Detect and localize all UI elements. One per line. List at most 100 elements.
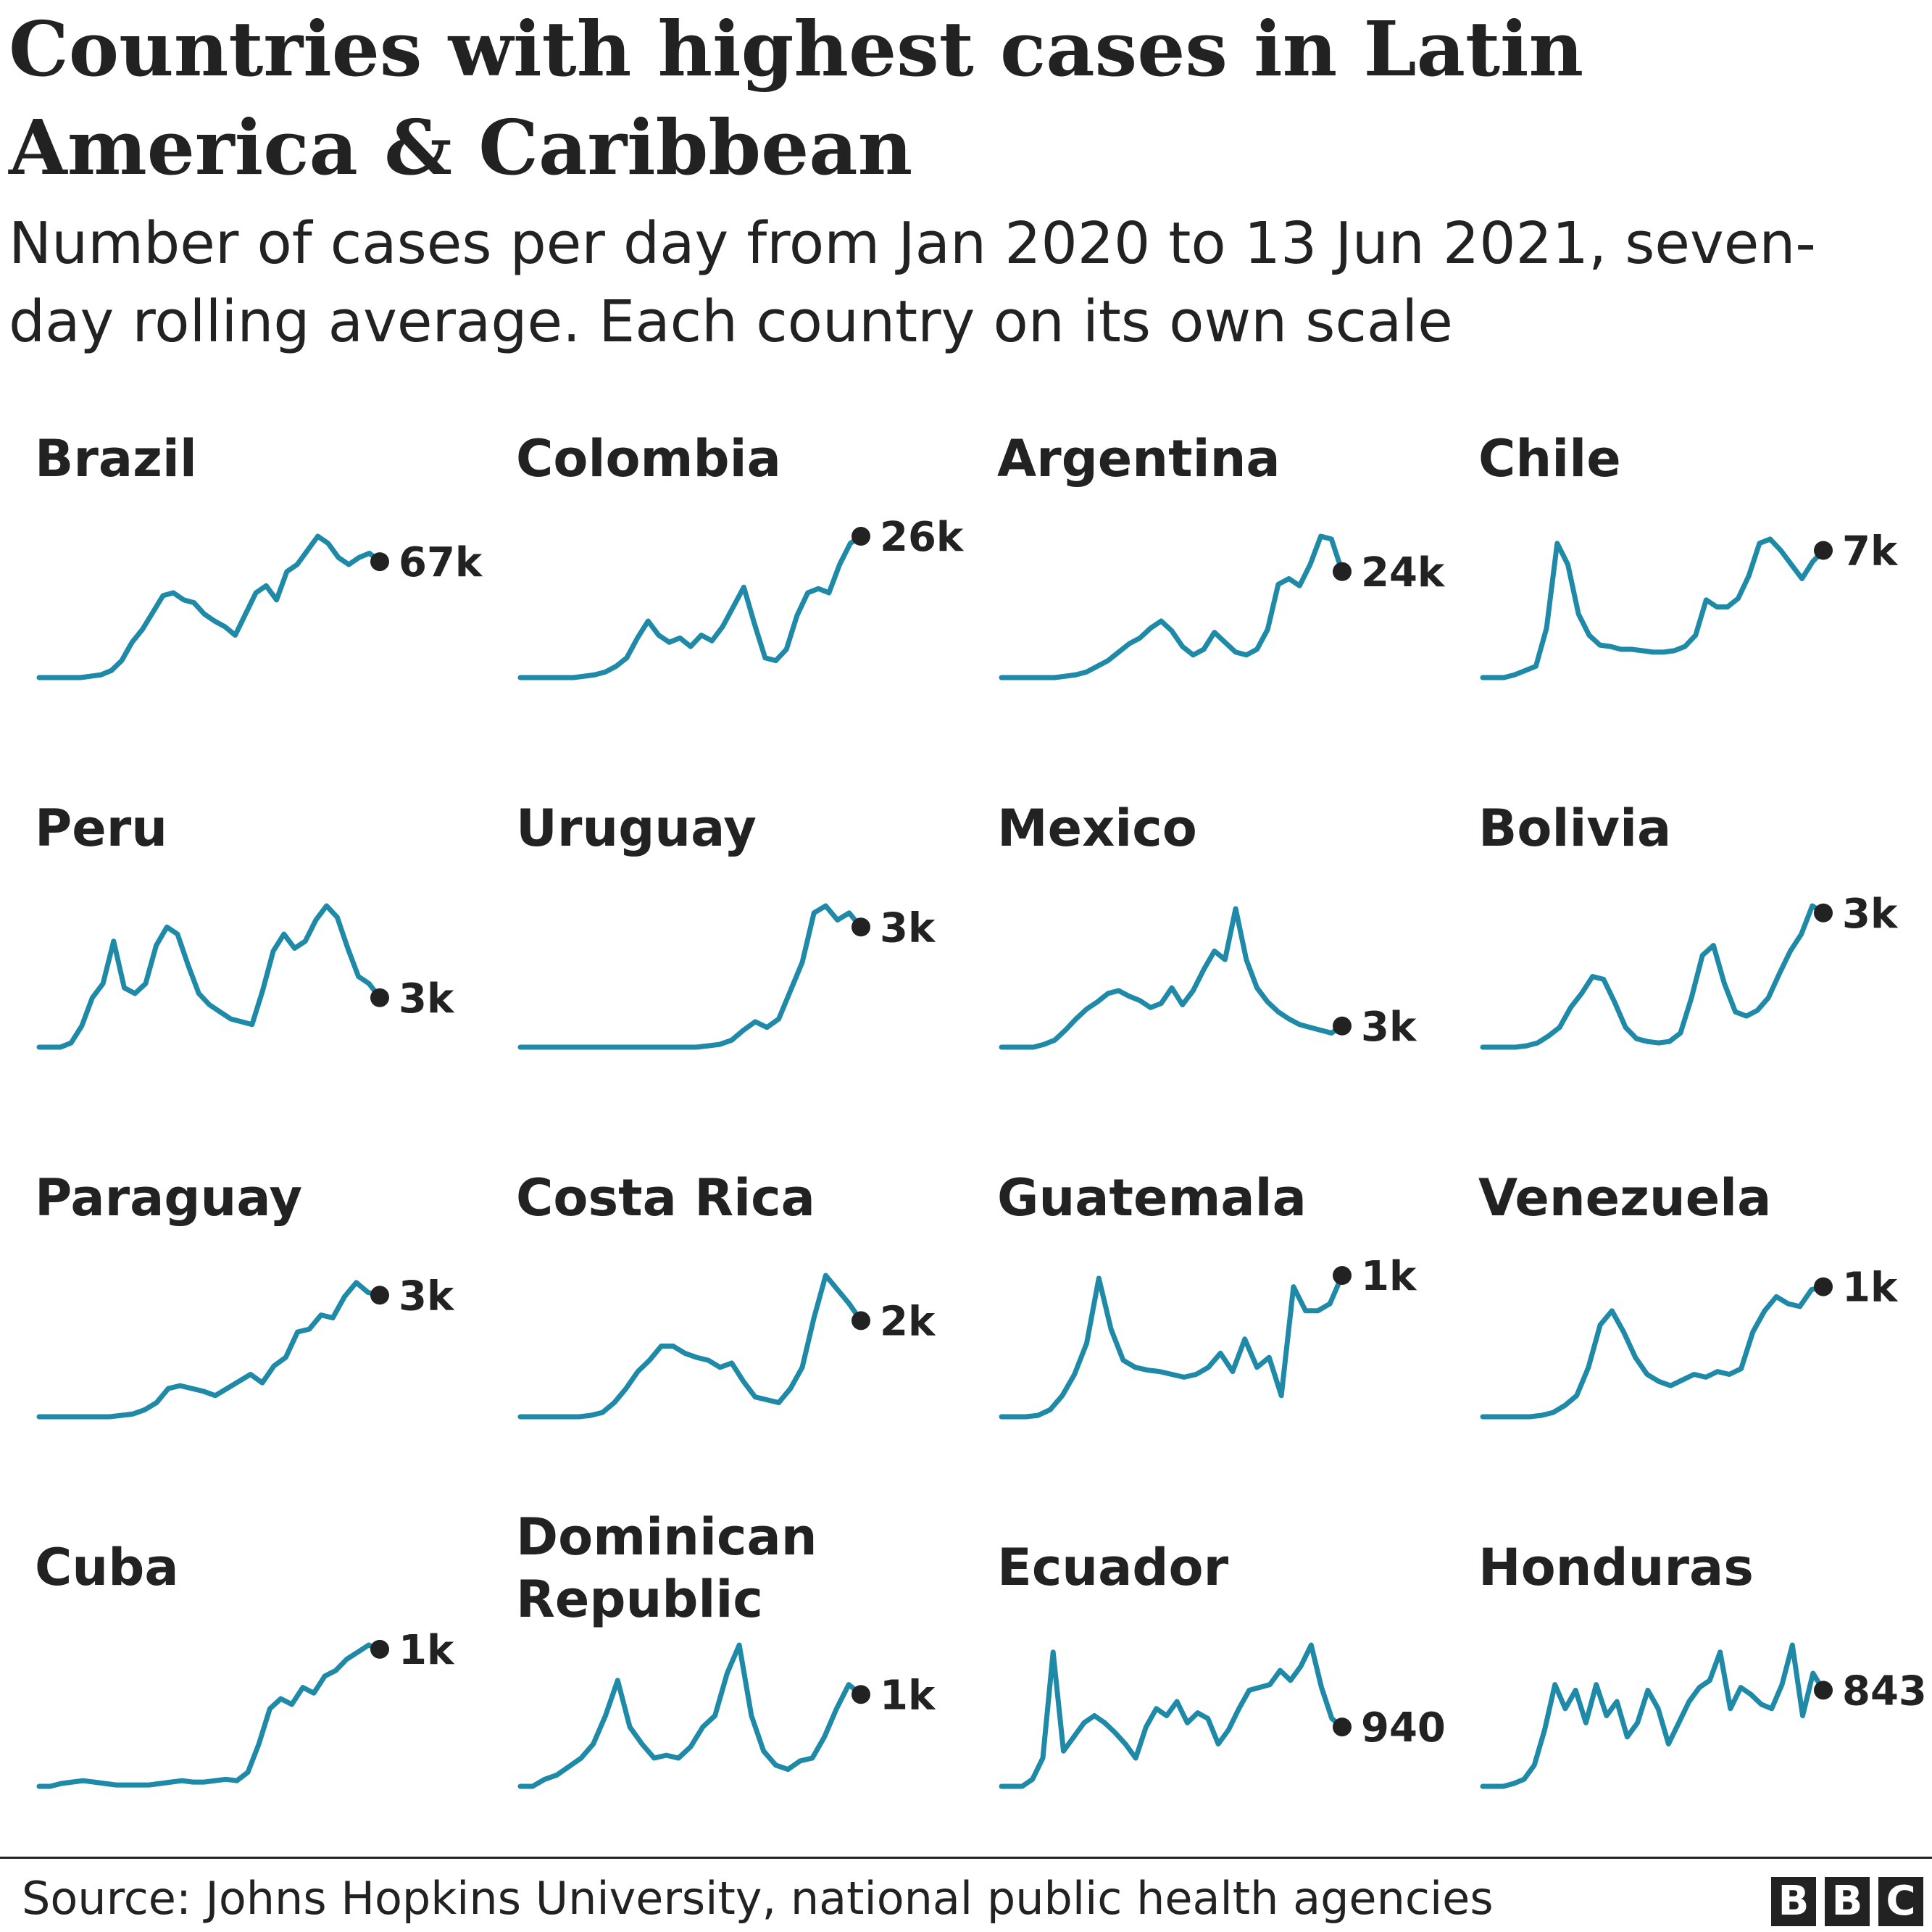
panel-title-brazil: Brazil <box>35 429 197 488</box>
end-label-dominican-republic: 1k <box>880 1672 936 1719</box>
end-dot-dominican-republic <box>852 1685 870 1704</box>
end-dot-bolivia <box>1814 903 1833 923</box>
end-label-costa-rica: 2k <box>880 1298 936 1345</box>
series-line-cuba <box>36 1642 383 1789</box>
logo-letter-b2: B <box>1825 1877 1870 1926</box>
end-label-peru: 3k <box>399 975 455 1023</box>
end-dot-honduras <box>1814 1681 1833 1700</box>
series-line-venezuela <box>1480 1284 1826 1420</box>
end-dot-paraguay <box>370 1286 389 1305</box>
sparkline-cuba: 1k <box>36 1627 455 1789</box>
logo-letter-b1: B <box>1771 1877 1816 1926</box>
end-dot-brazil <box>370 552 389 572</box>
end-dot-costa-rica <box>852 1311 870 1331</box>
series-line-peru <box>36 903 383 1050</box>
sparkline-dominican-republic: 1k <box>517 1642 936 1789</box>
end-dot-argentina <box>1333 562 1352 581</box>
series-line-dominican-republic <box>517 1642 864 1789</box>
chart-subtitle: Number of cases per day from Jan 2020 to… <box>9 210 1816 355</box>
end-label-cuba: 1k <box>399 1627 455 1674</box>
end-dot-cuba <box>370 1639 389 1659</box>
sparkline-guatemala: 1k <box>999 1253 1417 1420</box>
end-label-chile: 7k <box>1842 528 1899 575</box>
series-line-guatemala <box>999 1273 1345 1420</box>
series-line-honduras <box>1480 1642 1826 1789</box>
end-label-honduras: 843 <box>1842 1667 1927 1715</box>
panel-title-peru: Peru <box>35 799 168 858</box>
series-line-chile <box>1480 536 1826 680</box>
panel-title-colombia: Colombia <box>516 429 781 488</box>
end-label-paraguay: 3k <box>399 1273 455 1320</box>
sparkline-brazil: 67k <box>36 533 483 680</box>
panel-dominican-republic: Dominican Republic 1k <box>491 1507 973 1906</box>
sparkline-paraguay: 3k <box>36 1273 455 1420</box>
end-dot-venezuela <box>1814 1277 1833 1296</box>
panel-title-bolivia: Bolivia <box>1478 799 1672 858</box>
end-label-bolivia: 3k <box>1842 891 1899 938</box>
sparkline-costa-rica: 2k <box>517 1273 936 1420</box>
panel-brazil: Brazil 67k <box>10 428 492 797</box>
panel-title-guatemala: Guatemala <box>997 1168 1307 1228</box>
series-line-bolivia <box>1480 903 1826 1050</box>
footer-divider <box>0 1857 1932 1859</box>
end-dot-colombia <box>852 527 870 546</box>
panel-honduras: Honduras 843 <box>1454 1536 1932 1906</box>
end-dot-ecuador <box>1333 1717 1352 1737</box>
panel-costa-rica: Costa Rica 2k <box>491 1167 973 1536</box>
sparkline-venezuela: 1k <box>1480 1265 1899 1420</box>
panel-title-uruguay: Uruguay <box>516 799 757 858</box>
end-label-brazil: 67k <box>399 539 483 586</box>
bbc-logo: B B C <box>1771 1877 1923 1926</box>
sparkline-mexico: 3k <box>999 906 1417 1051</box>
sparkline-peru: 3k <box>36 903 455 1050</box>
series-line-argentina <box>999 533 1345 680</box>
end-dot-chile <box>1814 541 1833 560</box>
series-line-costa-rica <box>517 1273 864 1420</box>
panel-guatemala: Guatemala 1k <box>973 1167 1454 1536</box>
panel-bolivia: Bolivia 3k <box>1454 797 1932 1167</box>
end-dot-guatemala <box>1333 1266 1352 1285</box>
series-line-uruguay <box>517 903 864 1050</box>
sparkline-chile: 7k <box>1480 528 1899 680</box>
panel-title-ecuador: Ecuador <box>997 1538 1229 1597</box>
series-line-brazil <box>36 533 383 680</box>
sparkline-bolivia: 3k <box>1480 891 1899 1050</box>
source-note: Source: Johns Hopkins University, nation… <box>22 1872 1494 1925</box>
end-label-guatemala: 1k <box>1361 1253 1417 1300</box>
panel-title-chile: Chile <box>1478 429 1621 488</box>
sparkline-honduras: 843 <box>1480 1642 1927 1789</box>
chart-title: Countries with highest cases in Latin Am… <box>9 4 1584 192</box>
end-dot-mexico <box>1333 1016 1352 1036</box>
panel-title-costa-rica: Costa Rica <box>516 1168 815 1228</box>
panel-ecuador: Ecuador 940 <box>973 1536 1454 1906</box>
series-line-colombia <box>517 533 864 680</box>
panel-title-honduras: Honduras <box>1478 1538 1754 1597</box>
panel-colombia: Colombia 26k <box>491 428 973 797</box>
sparkline-ecuador: 940 <box>999 1642 1446 1789</box>
panel-argentina: Argentina 24k <box>973 428 1454 797</box>
panel-mexico: Mexico 3k <box>973 797 1454 1167</box>
end-dot-uruguay <box>852 917 870 937</box>
end-label-venezuela: 1k <box>1842 1265 1899 1312</box>
end-label-uruguay: 3k <box>880 904 936 952</box>
panel-uruguay: Uruguay 3k <box>491 797 973 1167</box>
end-label-mexico: 3k <box>1361 1004 1417 1051</box>
panel-title-cuba: Cuba <box>35 1538 179 1597</box>
series-line-ecuador <box>999 1642 1345 1789</box>
end-label-argentina: 24k <box>1361 549 1446 596</box>
panel-chile: Chile 7k <box>1454 428 1932 797</box>
panel-title-mexico: Mexico <box>997 799 1197 858</box>
panel-venezuela: Venezuela 1k <box>1454 1167 1932 1536</box>
logo-letter-c: C <box>1878 1877 1923 1926</box>
panel-peru: Peru 3k <box>10 797 492 1167</box>
end-dot-peru <box>370 988 389 1007</box>
panel-title-argentina: Argentina <box>997 429 1281 488</box>
series-line-mexico <box>999 906 1345 1050</box>
sparkline-argentina: 24k <box>999 533 1446 680</box>
end-label-ecuador: 940 <box>1361 1704 1446 1752</box>
panel-title-paraguay: Paraguay <box>35 1168 303 1228</box>
panel-title-dominican-republic: Dominican Republic <box>516 1507 817 1629</box>
series-line-paraguay <box>36 1280 383 1420</box>
end-label-colombia: 26k <box>880 514 965 561</box>
panel-paraguay: Paraguay 3k <box>10 1167 492 1536</box>
